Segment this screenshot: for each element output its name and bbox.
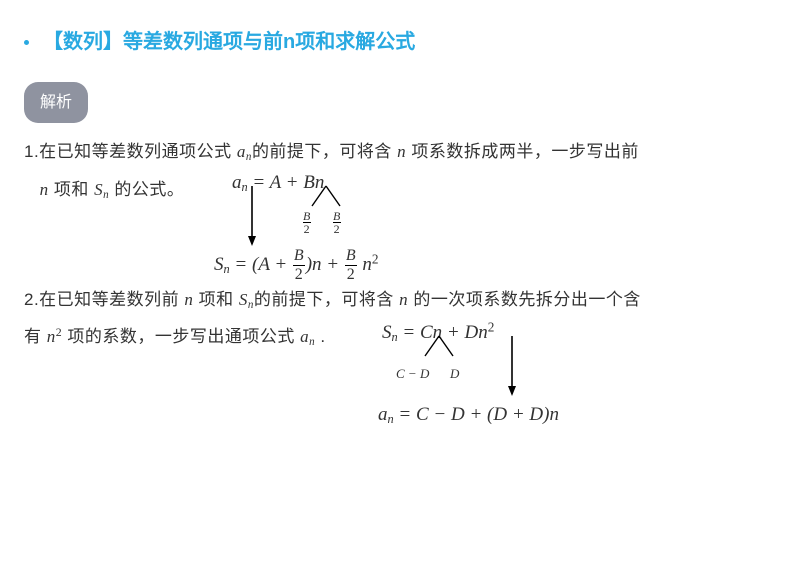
p2-text-a: 2.在已知等差数列前 (24, 290, 184, 309)
page-title: 【数列】等差数列通项与前n项和求解公式 (43, 20, 415, 64)
p1-an: an (237, 142, 252, 161)
p1-text-a: 1.在已知等差数列通项公式 (24, 142, 237, 161)
fig1-bot-sup: 2 (372, 251, 379, 266)
p1-text-d: 项和 (49, 180, 94, 199)
p2-nsq: n2 (47, 327, 62, 346)
fig1-bot-s: S (214, 254, 224, 275)
p1-text-b: 的前提下，可将含 (252, 142, 397, 161)
p2-sn: Sn (239, 290, 254, 309)
p1-text-e: 的公式。 (109, 180, 184, 199)
p2-text-c: 的前提下，可将含 (254, 290, 399, 309)
p1-sn: Sn (94, 180, 109, 199)
p1-n2: n (40, 180, 49, 199)
fig1-hr-num: B (332, 210, 341, 222)
fig1-bot-a: = (A + (230, 254, 292, 275)
fig2-bottom-eq: an = C − D + (D + D)n (378, 394, 559, 436)
fig2-cmd: C − D (396, 360, 429, 389)
p2-text-b: 项和 (193, 290, 238, 309)
fig1-half-left: B2 (302, 208, 311, 237)
fig1-bf1-d: 2 (293, 265, 305, 283)
title-row: 【数列】等差数列通项与前n项和求解公式 (24, 20, 775, 64)
p2-an: an (300, 327, 315, 346)
p1-text-c: 项系数拆成两半，一步写出前 (406, 142, 639, 161)
p2-n2: n (399, 290, 408, 309)
bullet-icon (24, 40, 29, 45)
fig1-hl-den: 2 (303, 222, 311, 235)
p2-text-e: 有 (24, 327, 47, 346)
fig2-d: D (450, 360, 459, 389)
figure-2: Sn = Cn + Dn2 C − D D an = C − D + (D + … (364, 312, 684, 424)
p2-text-d: 的一次项系数先拆分出一个含 (408, 290, 641, 309)
fig1-hr-den: 2 (333, 222, 341, 235)
p1-n: n (397, 142, 406, 161)
p1-an-a: a (237, 142, 246, 161)
p2-text-f: 项的系数，一步写出通项公式 (62, 327, 300, 346)
fig2-bot-rest: = C − D + (D + D)n (394, 404, 559, 425)
fig1-bf1-n: B (292, 248, 306, 265)
p2-sn-s: S (239, 290, 248, 309)
fig1-bf2-n: B (344, 248, 358, 265)
fig1-bottom-eq: Sn = (A + B2)n + B2 n2 (214, 244, 379, 286)
section-badge: 解析 (24, 82, 88, 123)
figure-1: an = A + Bn B2 B2 Sn = (A + B2)n + B2 n2 (214, 162, 454, 277)
fig1-bot-b: )n + (306, 254, 344, 275)
fig2-bot-a: a (378, 404, 388, 425)
fig1-bf2-d: 2 (345, 265, 357, 283)
p1-sn-s: S (94, 180, 103, 199)
fig1-hl-num: B (302, 210, 311, 222)
p2-text-g: . (315, 327, 325, 346)
p2-nsq-n: n (47, 327, 56, 346)
fig1-half-right: B2 (332, 208, 341, 237)
fig1-bot-c: n (358, 254, 372, 275)
p2-an-a: a (300, 327, 309, 346)
